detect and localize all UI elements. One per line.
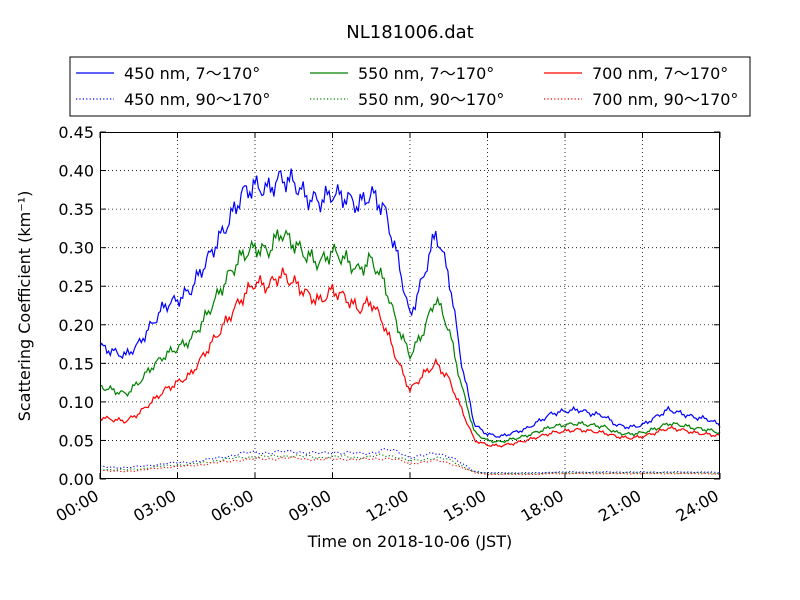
series-line-3 (99, 229, 721, 444)
legend: 450 nm, 7～170° 450 nm, 90～170° 550 nm, 7～1… (69, 56, 751, 117)
x-tick-label: 03:00 (130, 486, 179, 526)
legend-label: 550 nm, 90～170° (358, 90, 504, 109)
y-tick-label: 0.35 (58, 200, 94, 219)
series-line-5 (99, 267, 721, 448)
y-tick-label: 0.25 (58, 277, 94, 296)
x-tick-label: 09:00 (285, 486, 334, 526)
legend-label: 550 nm, 7～170° (358, 64, 494, 83)
chart-title: NL181006.dat (346, 22, 473, 43)
y-tick-label: 0.45 (58, 123, 94, 142)
legend-label: 450 nm, 90～170° (124, 90, 270, 109)
x-tick-label: 12:00 (363, 486, 412, 526)
x-tick-label: 21:00 (595, 486, 644, 526)
series-line-2 (99, 448, 721, 474)
y-tick-label: 0.00 (58, 470, 94, 489)
x-tick-label: 15:00 (440, 486, 489, 526)
y-tick-label: 0.40 (58, 162, 94, 181)
x-tick-labels: 00:00 03:00 06:00 09:00 12:00 15:00 18:00 21:00… (53, 486, 722, 526)
x-tick-label: 06:00 (208, 486, 257, 526)
grid (100, 132, 720, 479)
x-tick-label: 00:00 (53, 486, 102, 526)
legend-label: 700 nm, 7～170° (592, 64, 728, 83)
legend-label: 700 nm, 90～170° (592, 90, 738, 109)
axis-ticks (99, 131, 721, 480)
plot-lines (99, 168, 721, 476)
y-tick-label: 0.05 (58, 431, 94, 450)
series-line-4 (99, 453, 721, 475)
y-axis-label: Scattering Coefficient (km⁻¹) (15, 191, 34, 422)
series-line-1 (99, 168, 721, 438)
x-tick-label: 18:00 (518, 486, 567, 526)
series-line-6 (99, 456, 721, 476)
legend-frame (69, 56, 751, 117)
y-tick-label: 0.30 (58, 239, 94, 258)
x-axis-label: Time on 2018-10-06 (JST) (307, 532, 512, 551)
y-tick-label: 0.10 (58, 393, 94, 412)
y-tick-label: 0.20 (58, 316, 94, 335)
y-tick-label: 0.15 (58, 354, 94, 373)
legend-label: 450 nm, 7～170° (124, 64, 260, 83)
x-tick-label: 24:00 (673, 486, 722, 526)
y-tick-labels: 0.00 0.05 0.10 0.15 0.20 0.25 0.30 0.35 0.40 0.45 (58, 123, 94, 489)
